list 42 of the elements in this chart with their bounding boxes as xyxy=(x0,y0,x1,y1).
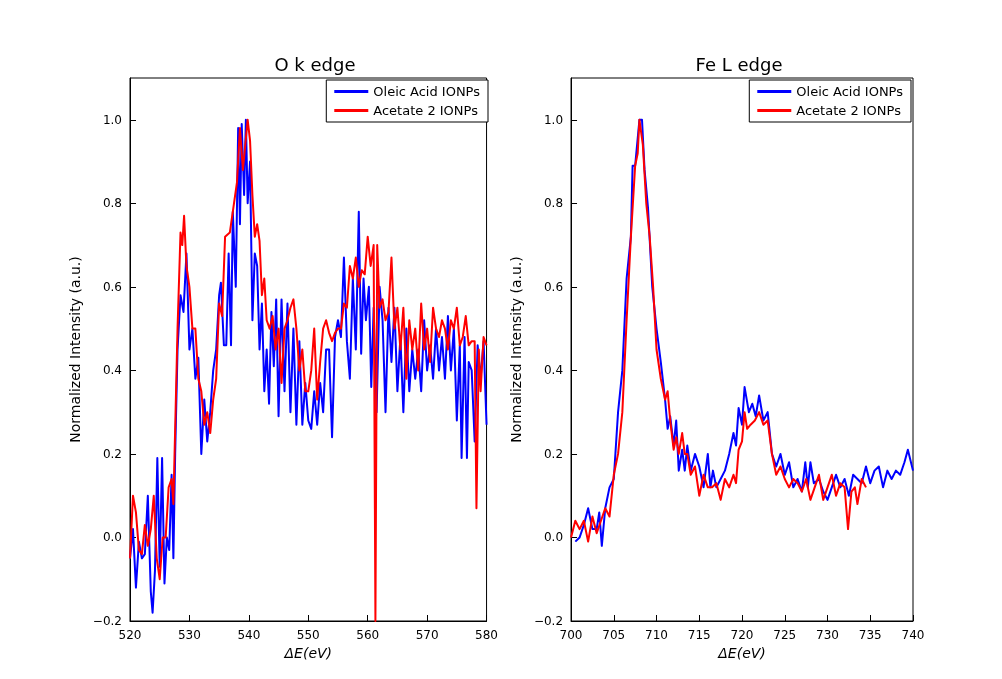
y-tick-label: 0.0 xyxy=(543,530,564,545)
y-axis-title: Normalized Intensity (a.u.) xyxy=(66,256,83,443)
y-tick-label: 1.0 xyxy=(543,112,564,127)
chart-title: O k edge xyxy=(274,53,356,75)
y-tick-label: 0.6 xyxy=(102,279,122,294)
x-axis-title: ΔE(eV) xyxy=(283,644,333,661)
x-tick-label: 720 xyxy=(730,628,754,642)
x-axis-title: ΔE(eV) xyxy=(717,644,766,661)
x-tick-label: 730 xyxy=(816,628,839,642)
x-tick-label: 550 xyxy=(296,628,320,642)
x-tick-label: 725 xyxy=(773,628,797,642)
x-tick-label: 700 xyxy=(559,628,583,642)
x-tick-label: 520 xyxy=(118,628,142,642)
x-tick-label: 540 xyxy=(237,628,261,642)
y-tick-label: 0.0 xyxy=(102,530,122,545)
x-tick-label: 570 xyxy=(415,628,439,642)
x-tick-label: 580 xyxy=(475,628,498,642)
chart-title: Fe L edge xyxy=(695,53,783,75)
legend-label: Oleic Acid IONPs xyxy=(796,84,904,99)
y-tick-label: 1.0 xyxy=(102,112,122,127)
x-tick-label: 530 xyxy=(177,628,201,642)
y-axis-title: Normalized Intensity (a.u.) xyxy=(508,256,524,443)
x-tick-label: 740 xyxy=(901,628,925,642)
y-tick-label: 0.4 xyxy=(543,363,564,378)
x-tick-label: 705 xyxy=(602,628,626,642)
line-series xyxy=(570,118,867,543)
x-tick-label: 735 xyxy=(858,628,882,642)
legend-label: Oleic Acid IONPs xyxy=(373,84,481,99)
y-tick-label: 0.8 xyxy=(543,196,564,211)
y-tick-label: 0.6 xyxy=(543,279,564,294)
line-series xyxy=(574,118,914,547)
y-tick-label: 0.2 xyxy=(543,446,564,461)
y-tick-label: 0.4 xyxy=(102,363,122,378)
legend-label: Acetate 2 IONPs xyxy=(796,103,902,118)
x-tick-label: 560 xyxy=(356,628,380,642)
y-tick-label: 0.2 xyxy=(102,446,122,461)
x-tick-label: 710 xyxy=(645,628,668,642)
y-tick-label: 0.8 xyxy=(102,196,122,211)
y-tick-label: −0.2 xyxy=(92,614,122,628)
x-tick-label: 715 xyxy=(687,628,711,642)
y-tick-label: −0.2 xyxy=(533,614,564,628)
legend-label: Acetate 2 IONPs xyxy=(373,103,479,118)
